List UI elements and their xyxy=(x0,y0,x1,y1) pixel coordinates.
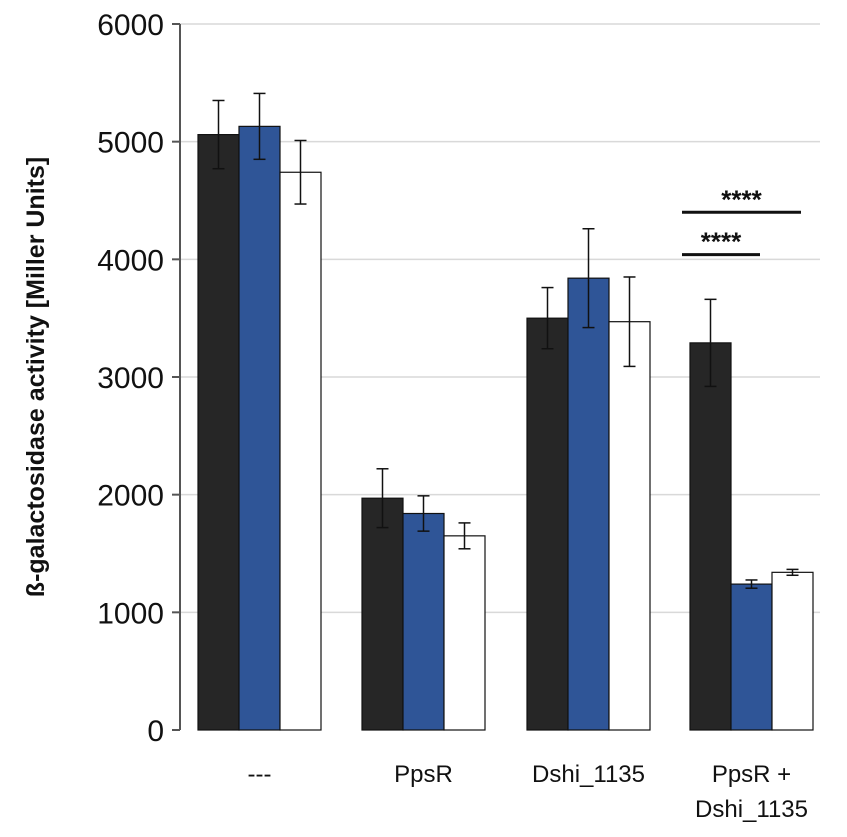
y-tick-label: 3000 xyxy=(97,362,164,395)
error-bar xyxy=(458,522,471,550)
category-label: --- xyxy=(248,761,272,788)
bar xyxy=(730,583,773,731)
error-bar xyxy=(745,579,758,589)
category-label: Dshi_1135 xyxy=(532,761,645,788)
bar xyxy=(197,134,240,731)
y-tick-label: 6000 xyxy=(97,9,164,42)
category-label: PpsR xyxy=(394,761,453,788)
bar xyxy=(238,125,281,731)
y-axis-label: ß-galactosidase activity [Miller Units] xyxy=(22,157,50,597)
error-bar xyxy=(786,568,799,577)
error-bar xyxy=(623,276,636,368)
error-bar xyxy=(376,468,389,529)
significance-label: **** xyxy=(701,227,742,257)
error-bar xyxy=(212,99,225,170)
bar xyxy=(567,277,610,731)
bars xyxy=(197,125,814,731)
category-labels: --- PpsR Dshi_1135 PpsR + Dshi_1135 xyxy=(248,761,808,823)
error-bar xyxy=(417,495,430,532)
category-label: PpsR + xyxy=(712,761,791,788)
y-axis-ticks: 0 1000 2000 3000 4000 5000 6000 xyxy=(97,9,180,748)
error-bar xyxy=(582,227,595,329)
error-bars xyxy=(212,92,799,589)
bar xyxy=(771,571,814,731)
error-bar xyxy=(294,139,307,205)
bar xyxy=(443,535,486,731)
y-tick-label: 5000 xyxy=(97,127,164,160)
category-label: Dshi_1135 xyxy=(695,796,808,823)
bar xyxy=(361,497,404,731)
y-tick-label: 0 xyxy=(147,715,164,748)
bar xyxy=(402,512,445,731)
bar xyxy=(608,321,651,731)
y-tick-label: 1000 xyxy=(97,597,164,630)
y-tick-label: 2000 xyxy=(97,480,164,513)
error-bar xyxy=(541,286,554,350)
bar xyxy=(279,171,322,731)
y-tick-label: 4000 xyxy=(97,244,164,277)
error-bar xyxy=(253,92,266,161)
bar xyxy=(689,342,732,731)
bar xyxy=(526,317,569,731)
significance-label: **** xyxy=(721,184,762,214)
significance-markers: **** **** xyxy=(682,184,801,257)
error-bar xyxy=(704,298,717,388)
